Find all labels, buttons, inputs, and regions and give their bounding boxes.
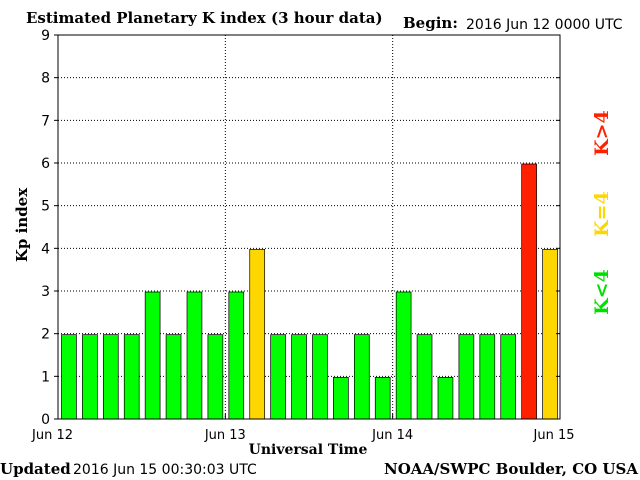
chart-title: Estimated Planetary K index (3 hour data… xyxy=(26,9,383,27)
plot-area: 0 1 2 3 4 5 6 7 8 9 Jun 12 Jun 13 Jun 14 Jun 15 xyxy=(31,28,575,443)
begin-date: 2016 Jun 12 0000 UTC xyxy=(466,17,623,33)
kp-bar xyxy=(249,248,266,420)
x-tick-label: Jun 15 xyxy=(533,428,575,443)
y-tick-label: 3 xyxy=(41,284,50,300)
x-tick-label: Jun 13 xyxy=(204,428,246,443)
x-tick-label: Jun 12 xyxy=(31,428,73,443)
kp-bar xyxy=(458,334,475,420)
updated-label: Updated xyxy=(0,460,71,478)
y-tick-label: 4 xyxy=(41,241,50,257)
kp-bar xyxy=(437,376,454,420)
kp-bar xyxy=(82,334,98,420)
y-tick-label: 7 xyxy=(41,113,50,129)
kp-bar xyxy=(144,291,161,420)
kp-bar xyxy=(395,291,412,420)
kp-bar xyxy=(416,334,433,420)
legend-high: K>4 xyxy=(591,110,613,156)
begin-label: Begin: xyxy=(403,14,458,32)
kp-bar xyxy=(333,376,349,420)
y-tick-label: 1 xyxy=(41,369,50,385)
updated-date: 2016 Jun 15 00:30:03 UTC xyxy=(73,462,257,478)
kp-bar xyxy=(270,334,286,420)
kp-bar xyxy=(374,376,391,420)
kp-bar xyxy=(521,163,537,420)
kp-bar xyxy=(228,291,245,420)
kp-bar xyxy=(207,334,224,420)
kp-bar xyxy=(500,334,517,420)
y-tick-label: 5 xyxy=(41,199,50,215)
source-credit: NOAA/SWPC Boulder, CO USA xyxy=(384,460,638,478)
y-tick-label: 2 xyxy=(41,327,50,343)
kp-bar xyxy=(291,334,307,420)
y-axis-label: Kp index xyxy=(13,187,31,262)
y-tick-label: 0 xyxy=(41,412,50,428)
y-tick-label: 8 xyxy=(41,71,50,87)
kp-bar xyxy=(102,334,119,420)
plot-frame xyxy=(57,34,561,420)
kp-bar xyxy=(542,248,558,420)
kp-bar xyxy=(479,334,496,420)
x-axis-label: Universal Time xyxy=(249,442,368,458)
y-tick-label: 6 xyxy=(41,156,50,172)
x-tick-label: Jun 14 xyxy=(371,428,413,443)
y-tick-label: 9 xyxy=(41,28,50,44)
legend-low: K<4 xyxy=(591,269,613,315)
legend-equal: K=4 xyxy=(591,191,613,237)
kp-bar xyxy=(312,334,328,420)
kp-bar xyxy=(353,334,370,420)
kp-bar xyxy=(165,334,182,420)
kp-bar xyxy=(186,291,203,420)
kp-bar xyxy=(61,334,77,420)
kp-bar xyxy=(123,334,140,420)
